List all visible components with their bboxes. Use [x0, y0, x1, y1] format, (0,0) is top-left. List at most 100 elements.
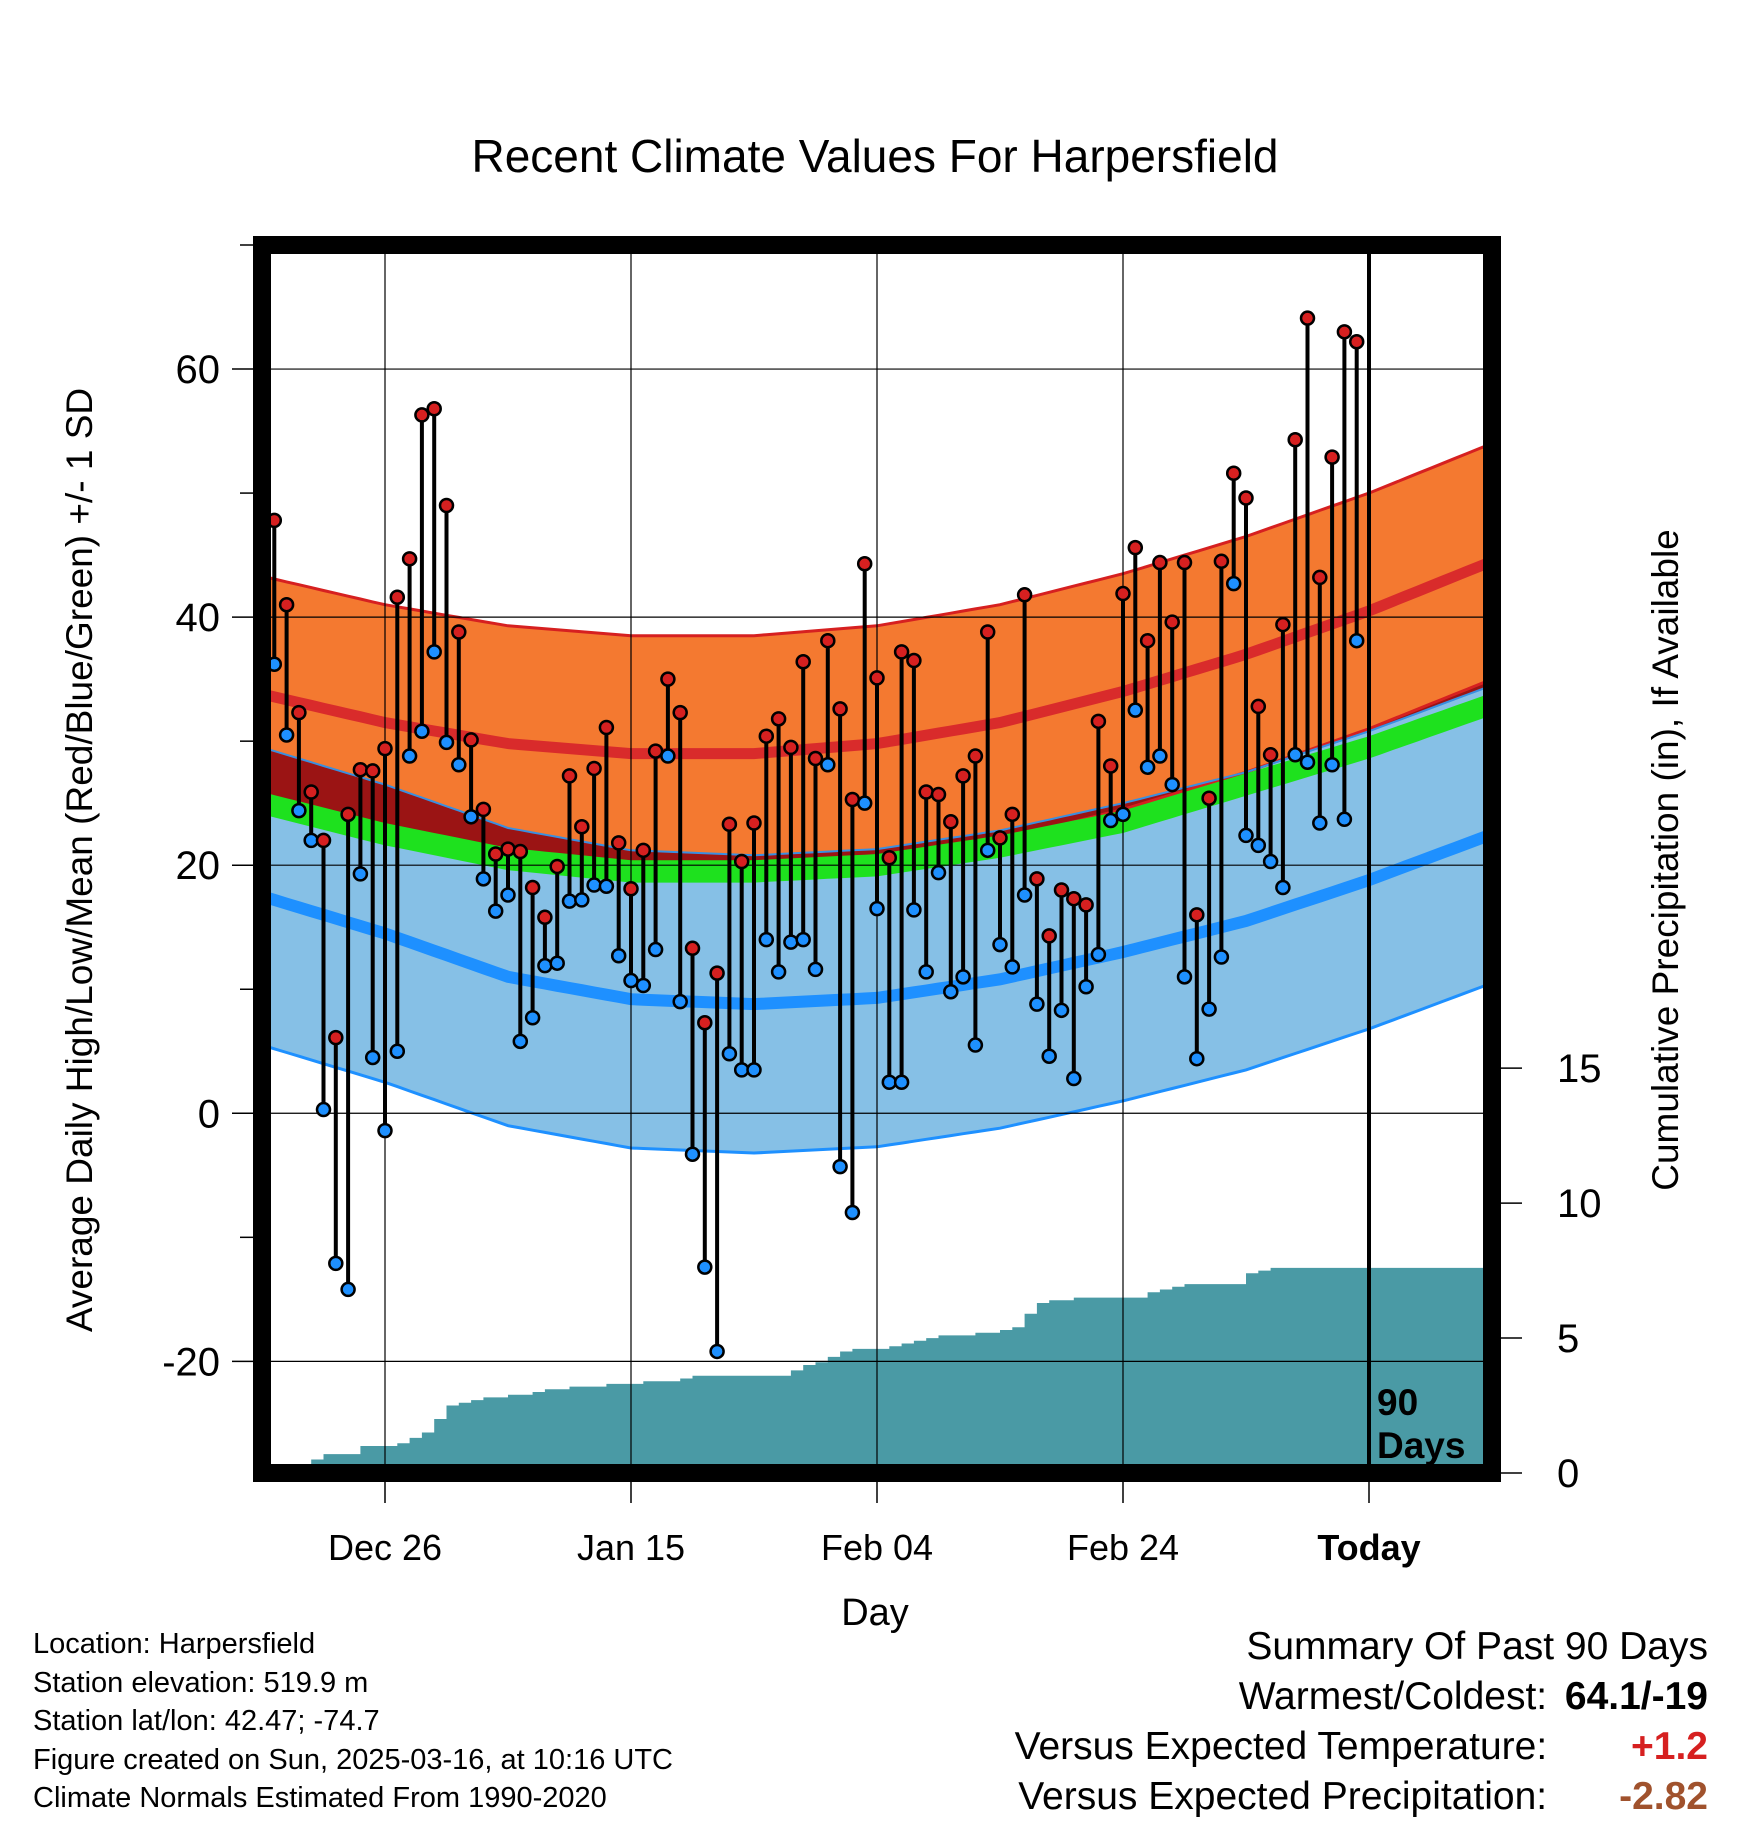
low-point	[635, 977, 652, 994]
low-point	[574, 892, 590, 908]
low-point	[844, 1204, 861, 1221]
low-point	[697, 1259, 713, 1275]
high-point	[537, 909, 553, 926]
high-point	[746, 815, 762, 831]
low-point	[758, 931, 775, 948]
normals-text: Climate Normals Estimated From 1990-2020	[33, 1782, 607, 1814]
high-point	[475, 801, 492, 818]
low-point	[475, 871, 492, 887]
high-point	[1275, 616, 1291, 633]
high-point	[389, 589, 406, 606]
high-point	[795, 654, 811, 670]
low-point	[610, 948, 627, 964]
high-point	[1004, 806, 1021, 823]
low-point	[1275, 879, 1291, 896]
high-point	[955, 768, 971, 784]
low-point	[1139, 759, 1156, 775]
low-point	[930, 864, 947, 881]
low-point	[512, 1033, 529, 1050]
high-point	[820, 632, 836, 649]
low-point	[856, 795, 873, 811]
low-point	[278, 727, 295, 743]
high-point	[414, 407, 430, 423]
low-point	[647, 941, 664, 958]
high-point	[844, 791, 861, 808]
x-tick-label: Feb 04	[821, 1527, 933, 1568]
low-point	[918, 964, 934, 980]
high-point	[291, 704, 307, 721]
daily-stems	[260, 318, 1359, 1352]
high-point	[340, 806, 356, 823]
low-point	[832, 1158, 848, 1175]
low-point	[1102, 812, 1119, 829]
low-point	[537, 957, 553, 974]
low-point	[721, 1045, 738, 1062]
high-point	[1336, 324, 1353, 340]
low-point	[352, 866, 369, 882]
low-point	[869, 900, 885, 917]
chart-title: Recent Climate Values For Harpersfield	[471, 130, 1278, 182]
high-point	[1287, 431, 1303, 448]
low-point	[389, 1043, 406, 1060]
summary-panel: Summary Of Past 90 Days Warmest/Coldest:…	[1015, 1622, 1708, 1822]
low-point	[364, 1049, 381, 1066]
y-tick-label: 60	[176, 348, 221, 392]
low-point	[1053, 1002, 1070, 1019]
high-point	[401, 551, 418, 567]
high-point	[832, 701, 848, 717]
x-axis: Dec 26 Jan 15 Feb 04 Feb 24 Today	[328, 1482, 1421, 1568]
precip-anomaly-label: Versus Expected Precipitation:	[1018, 1775, 1548, 1818]
plot-frame	[253, 236, 1501, 1482]
low-point	[463, 809, 479, 825]
high-point	[635, 842, 652, 859]
low-point	[1164, 776, 1180, 793]
high-point	[869, 670, 885, 686]
low-point	[1336, 811, 1353, 828]
high-point	[721, 816, 738, 833]
low-point	[795, 931, 811, 948]
right-tick-label: 5	[1557, 1317, 1579, 1361]
elevation-text: Station elevation: 519.9 m	[33, 1666, 369, 1699]
right-tick-label: 0	[1557, 1452, 1579, 1496]
low-point	[586, 877, 602, 893]
high-point	[1189, 907, 1205, 923]
high-point	[1312, 569, 1328, 586]
high-point	[1238, 490, 1254, 506]
low-point	[426, 644, 442, 660]
low-point	[1287, 747, 1303, 763]
low-point	[1189, 1050, 1205, 1067]
high-point	[278, 596, 295, 613]
high-point	[783, 739, 799, 756]
high-point	[1201, 790, 1217, 806]
high-point	[598, 719, 615, 736]
high-point	[918, 784, 934, 800]
high-point	[807, 750, 824, 767]
low-point	[598, 878, 615, 895]
high-point	[881, 850, 898, 866]
high-point	[1324, 449, 1340, 465]
low-point	[684, 1146, 701, 1162]
low-point	[1078, 979, 1094, 995]
low-point	[1348, 632, 1365, 649]
high-point	[561, 768, 578, 784]
low-point	[438, 734, 455, 751]
low-point	[487, 903, 504, 919]
high-point	[943, 814, 959, 830]
low-point	[979, 842, 996, 859]
low-point	[893, 1074, 910, 1091]
high-point	[1262, 747, 1279, 763]
low-point	[943, 983, 959, 1000]
latlon-text: Station lat/lon: 42.47; -74.7	[33, 1705, 380, 1737]
high-point	[1016, 587, 1033, 603]
right-tick-label: 15	[1557, 1047, 1602, 1091]
low-point	[315, 1101, 332, 1118]
low-point	[1115, 806, 1131, 823]
low-point	[1262, 853, 1279, 870]
high-point	[549, 858, 565, 875]
summary-title: Summary Of Past 90 Days	[1246, 1625, 1708, 1668]
high-point	[303, 784, 319, 800]
high-point	[1127, 539, 1144, 556]
high-point	[1102, 758, 1119, 774]
y-axis-label-right: Cumulative Precipitation (in), If Availa…	[1645, 529, 1686, 1191]
